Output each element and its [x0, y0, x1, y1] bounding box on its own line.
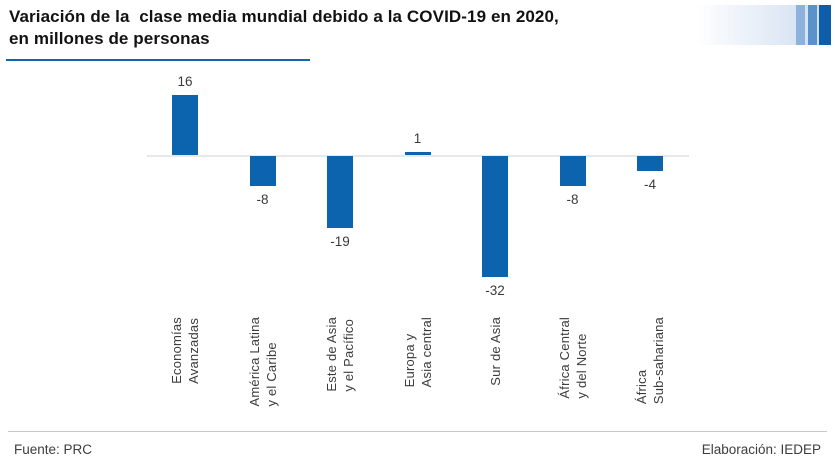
chart-title: Variación de la clase media mundial debi… — [9, 7, 559, 48]
bar-value-label: -8 — [566, 191, 579, 207]
bar-value-label: -19 — [330, 233, 350, 249]
bar-value-label: -4 — [643, 176, 656, 192]
bar-value-label: 16 — [177, 73, 193, 89]
decorative-bar-dark — [819, 5, 831, 45]
title-underline — [6, 59, 310, 61]
category-label: África Central y del Norte — [556, 317, 589, 399]
bar — [172, 94, 198, 156]
bar-chart: 16 Economías Avanzadas -8 América Latina y … — [140, 73, 695, 407]
bar-value-label: -8 — [256, 191, 269, 207]
x-axis-line — [147, 154, 689, 157]
category-label: Sur de Asia — [487, 317, 503, 386]
bar-value-label: -32 — [485, 283, 505, 299]
bar — [482, 155, 508, 278]
category-label: América Latina y el Caribe — [246, 317, 279, 407]
footer-divider — [8, 431, 827, 432]
decorative-banner — [695, 5, 831, 45]
elaboration-text: Elaboración: IEDEP — [701, 442, 821, 457]
category-label: Este de Asia y el Pacífico — [324, 317, 356, 392]
category-label-cell: Este de Asia y el Pacífico — [295, 317, 385, 392]
category-label: Economías Avanzadas — [169, 317, 201, 384]
category-label-cell: Sur de Asia — [450, 317, 540, 386]
bar — [327, 155, 353, 228]
decorative-bar-medium — [808, 5, 817, 45]
bar — [637, 155, 663, 171]
category-label-cell: América Latina y el Caribe — [218, 317, 308, 407]
bar — [404, 151, 431, 156]
category-label: África Sub-sahariana — [634, 317, 666, 405]
category-label-cell: Economías Avanzadas — [140, 317, 230, 384]
bar — [559, 155, 586, 186]
decorative-bar-light — [796, 5, 805, 45]
category-label-cell: África Sub-sahariana — [605, 317, 695, 404]
bar — [249, 155, 276, 186]
bar-value-label: 1 — [413, 130, 422, 146]
source-text: Fuente: PRC — [14, 442, 93, 457]
category-label: Europa y Asia central — [401, 317, 434, 388]
category-label-cell: África Central y del Norte — [528, 317, 618, 399]
category-label-cell: Europa y Asia central — [373, 317, 463, 387]
